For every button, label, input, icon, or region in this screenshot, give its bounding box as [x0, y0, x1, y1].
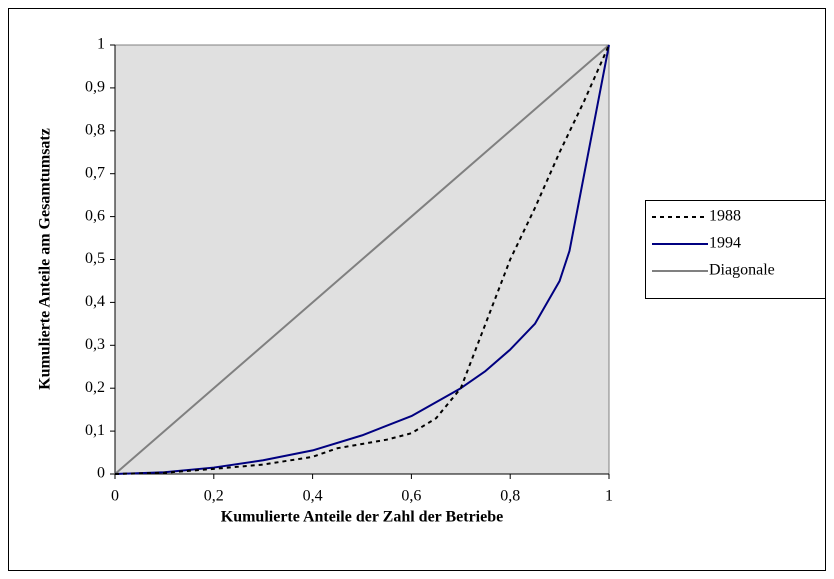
- y-tick-label: 0,8: [85, 121, 105, 138]
- y-tick-label: 0: [97, 465, 105, 482]
- x-tick-label: 0,8: [500, 488, 520, 505]
- legend-label: 1994: [709, 235, 741, 252]
- y-tick-label: 1: [97, 36, 105, 53]
- y-tick-label: 0,9: [85, 79, 105, 96]
- legend-label: 1988: [709, 208, 741, 225]
- y-tick-label: 0,1: [85, 422, 105, 439]
- x-tick-label: 1: [605, 488, 613, 505]
- legend-label: Diagonale: [709, 262, 775, 279]
- x-tick-label: 0: [111, 488, 119, 505]
- x-axis-title: Kumulierte Anteile der Zahl der Betriebe: [221, 509, 503, 526]
- legend-box: [645, 200, 826, 299]
- y-tick-label: 0,4: [85, 293, 105, 310]
- x-tick-label: 0,4: [303, 488, 323, 505]
- y-tick-label: 0,2: [85, 379, 105, 396]
- x-tick-label: 0,6: [401, 488, 421, 505]
- y-tick-label: 0,6: [85, 207, 105, 224]
- line-series: [114, 44, 610, 475]
- x-tick-label: 0,2: [204, 488, 224, 505]
- y-tick-label: 0,7: [85, 164, 105, 181]
- y-axis-title: Kumulierte Anteile am Gesamtumsatz: [37, 128, 54, 390]
- y-tick-label: 0,5: [85, 250, 105, 267]
- y-tick-label: 0,3: [85, 336, 105, 353]
- line-series: [114, 44, 610, 475]
